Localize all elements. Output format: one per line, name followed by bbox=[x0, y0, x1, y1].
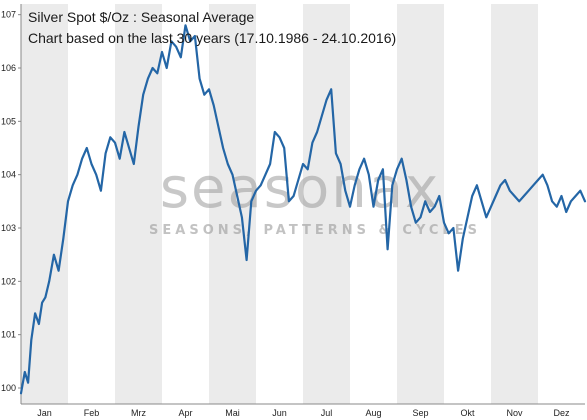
axes bbox=[18, 4, 585, 405]
y-tick-label: 102 bbox=[1, 276, 16, 286]
y-tick-label: 104 bbox=[1, 170, 16, 180]
x-tick-label: Jun bbox=[272, 408, 287, 418]
watermark: seasonax SEASONS, PATTERNS & CYCLES bbox=[149, 156, 481, 238]
month-band-Mrz bbox=[115, 4, 162, 404]
x-tick-label: Apr bbox=[178, 408, 192, 418]
x-tick-label: Dez bbox=[553, 408, 570, 418]
watermark-tagline: SEASONS, PATTERNS & CYCLES bbox=[149, 223, 481, 238]
x-tick-label: Mrz bbox=[131, 408, 146, 418]
x-tick-label: Jan bbox=[37, 408, 52, 418]
y-tick-label: 107 bbox=[1, 10, 16, 20]
month-band-Nov bbox=[491, 4, 538, 404]
y-tick-label: 106 bbox=[1, 63, 16, 73]
x-tick-label: Nov bbox=[506, 408, 523, 418]
month-band-Jul bbox=[303, 4, 350, 404]
month-band-Jan bbox=[21, 4, 68, 404]
y-tick-label: 101 bbox=[1, 330, 16, 340]
chart-title: Silver Spot $/Oz : Seasonal Average bbox=[28, 9, 255, 25]
y-tick-label: 105 bbox=[1, 116, 16, 126]
x-tick-labels: Jan Feb Mrz Apr Mai Jun Jul Aug Sep Okt Nov Dez bbox=[37, 408, 570, 418]
y-tick-labels: 100 101 102 103 104 105 106 107 bbox=[1, 10, 16, 393]
x-tick-label: Mai bbox=[225, 408, 240, 418]
x-tick-label: Sep bbox=[412, 408, 428, 418]
y-tick-label: 100 bbox=[1, 383, 16, 393]
x-tick-label: Aug bbox=[365, 408, 381, 418]
x-tick-label: Feb bbox=[84, 408, 100, 418]
series-line bbox=[19, 24, 587, 395]
series-layer bbox=[19, 24, 587, 395]
month-band-Mai bbox=[209, 4, 256, 404]
chart-subtitle: Chart based on the last 30 years (17.10.… bbox=[28, 30, 397, 46]
x-tick-label: Okt bbox=[460, 408, 475, 418]
y-tick-label: 103 bbox=[1, 223, 16, 233]
x-tick-label: Jul bbox=[321, 408, 333, 418]
